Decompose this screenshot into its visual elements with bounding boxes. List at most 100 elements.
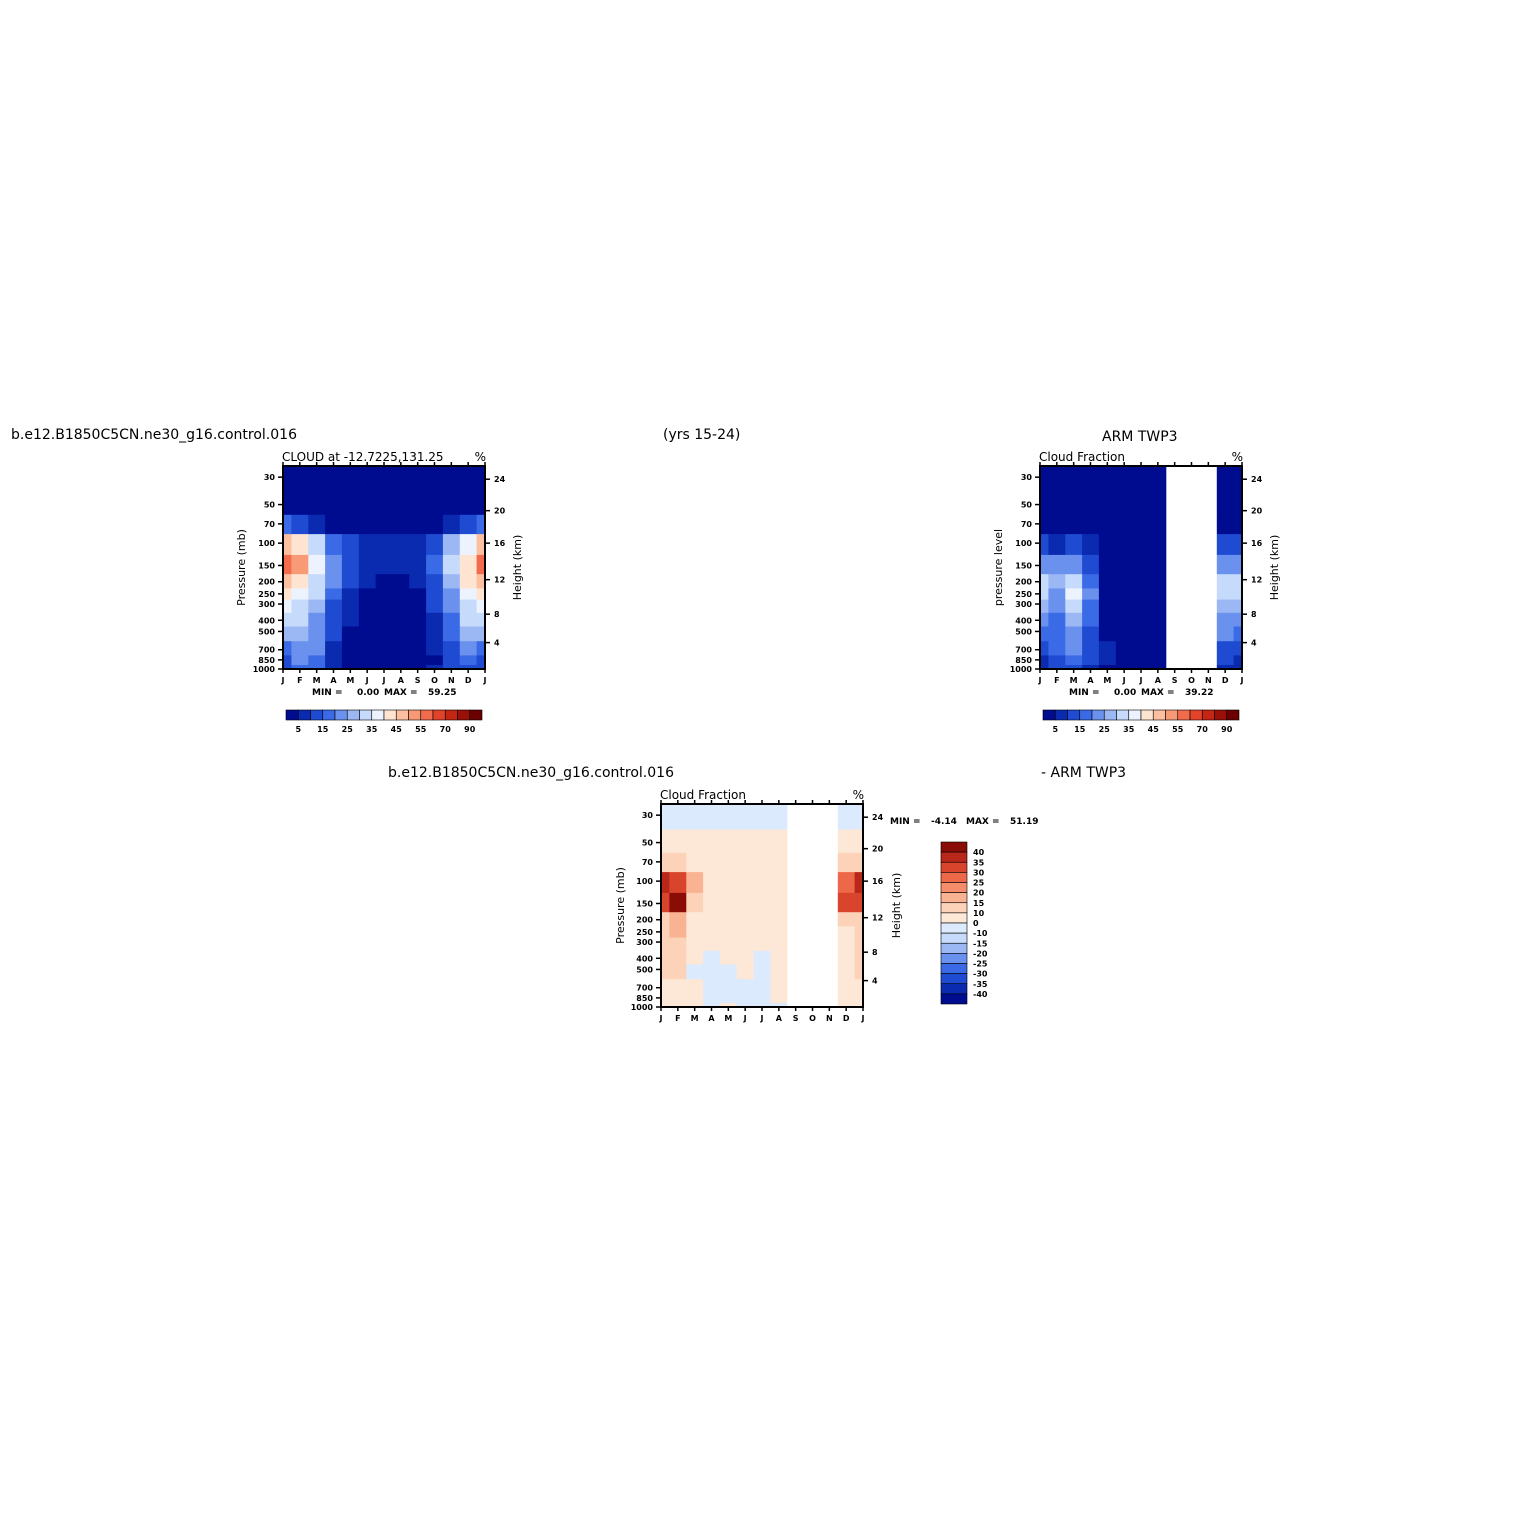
heatmap-cell bbox=[308, 599, 326, 613]
heatmap-cell bbox=[291, 587, 309, 600]
max-label: MAX = bbox=[1141, 688, 1175, 698]
heatmap-cells bbox=[283, 466, 486, 670]
heatmap-cell bbox=[426, 612, 444, 627]
heatmap-cell bbox=[703, 992, 721, 1003]
heatmap-cell bbox=[459, 625, 478, 642]
heatmap-cell bbox=[291, 654, 309, 665]
heatmap-cell bbox=[736, 1002, 755, 1008]
colorbar-label: -30 bbox=[973, 970, 988, 979]
heatmap-cell bbox=[476, 625, 486, 642]
colorbar-label: 55 bbox=[415, 725, 427, 734]
heatmap-cell bbox=[770, 828, 788, 853]
heatmap-cell bbox=[770, 992, 788, 1003]
heatmap-cell bbox=[409, 490, 427, 515]
colorbar-label: 10 bbox=[973, 909, 985, 918]
heatmap-cell bbox=[753, 871, 771, 893]
heatmap-cell bbox=[291, 466, 309, 492]
heatmap-cell bbox=[1048, 625, 1066, 642]
heatmap-cell bbox=[442, 599, 461, 613]
heatmap-cell bbox=[291, 514, 309, 535]
colorbar-swatch bbox=[1152, 709, 1166, 721]
x-tick-label: A bbox=[776, 1014, 783, 1023]
heatmap-cell bbox=[459, 490, 478, 515]
heatmap-cell bbox=[1098, 599, 1117, 613]
heatmap-cell bbox=[392, 612, 410, 627]
heatmap-cell bbox=[1065, 654, 1083, 665]
heatmap-cell bbox=[753, 852, 771, 873]
heatmap-cell bbox=[1115, 625, 1134, 642]
heatmap-cell bbox=[1040, 599, 1049, 613]
heatmap-cell bbox=[837, 978, 856, 994]
heatmap-cell bbox=[308, 640, 326, 656]
colorbar-swatch bbox=[1103, 709, 1117, 721]
x-tick-label: N bbox=[1205, 676, 1212, 685]
heatmap-cell bbox=[837, 892, 856, 913]
heatmap-cell bbox=[1040, 573, 1049, 589]
heatmap-cell bbox=[442, 625, 461, 642]
heatmap-cell bbox=[1149, 664, 1167, 670]
y2-axis-label: Height (km) bbox=[890, 873, 903, 939]
y2-axis-label: Height (km) bbox=[1268, 535, 1281, 601]
heatmap-cell bbox=[854, 925, 864, 938]
colorbar-swatch bbox=[940, 922, 968, 934]
x-tick-label: J bbox=[382, 676, 386, 685]
heatmap-cell bbox=[719, 852, 738, 873]
heatmap-cell bbox=[392, 466, 410, 492]
heatmap-cell bbox=[375, 654, 393, 665]
x-tick-label: J bbox=[861, 1014, 865, 1023]
heatmap-cell bbox=[719, 950, 738, 965]
heatmap-cell bbox=[341, 587, 360, 600]
heatmap-cell bbox=[1040, 554, 1049, 575]
x-tick-label: O bbox=[809, 1014, 816, 1023]
heatmap-cell bbox=[1132, 640, 1150, 656]
heatmap-cell bbox=[341, 533, 360, 555]
x-tick-label: M bbox=[346, 676, 354, 685]
colorbar-swatch bbox=[940, 851, 968, 863]
y-tick-label: 1000 bbox=[631, 1003, 654, 1012]
heatmap-cell bbox=[426, 466, 444, 492]
heatmap-cell bbox=[358, 466, 377, 492]
colorbar-swatch bbox=[940, 912, 968, 924]
missing-data-band bbox=[1174, 466, 1209, 669]
heatmap-cell bbox=[753, 892, 771, 913]
heatmap-cell bbox=[325, 466, 343, 492]
heatmap-cell bbox=[375, 587, 393, 600]
heatmap-cell bbox=[358, 640, 377, 656]
heatmap-cell bbox=[854, 871, 864, 893]
heatmap-cell bbox=[1040, 612, 1049, 627]
heatmap-cell bbox=[703, 852, 721, 873]
heatmap-cell bbox=[1233, 466, 1243, 492]
y-axis-label: Pressure (mb) bbox=[235, 529, 248, 606]
colorbar-swatch bbox=[444, 709, 458, 721]
y2-tick-label: 4 bbox=[494, 639, 500, 648]
colorbar-label: 5 bbox=[295, 725, 301, 734]
y-axis-label: pressure level bbox=[992, 529, 1005, 606]
heatmap-cell bbox=[1115, 573, 1134, 589]
heatmap-cell bbox=[459, 573, 478, 589]
colorbar-label: 70 bbox=[440, 725, 452, 734]
heatmap-cell bbox=[291, 640, 309, 656]
heatmap-cell bbox=[476, 664, 486, 670]
heatmap-cell bbox=[426, 664, 444, 670]
heatmap-cell bbox=[1216, 573, 1235, 589]
y-tick-label: 70 bbox=[642, 858, 654, 867]
heatmap-cell bbox=[686, 871, 704, 893]
heatmap-cell bbox=[736, 925, 755, 938]
y-tick-label: 400 bbox=[258, 616, 275, 625]
x-tick-label: F bbox=[675, 1014, 680, 1023]
min-label: MIN = bbox=[1069, 688, 1100, 698]
heatmap-cell bbox=[1216, 554, 1235, 575]
heatmap-cell bbox=[686, 852, 704, 873]
heatmap-cell bbox=[770, 871, 788, 893]
heatmap-cell bbox=[703, 925, 721, 938]
heatmap-cell bbox=[669, 992, 687, 1003]
heatmap-cell bbox=[1233, 587, 1243, 600]
heatmap-cell bbox=[341, 466, 360, 492]
heatmap-cell bbox=[854, 804, 864, 830]
colorbar-swatch bbox=[940, 932, 968, 944]
heatmap-cell bbox=[719, 911, 738, 927]
heatmap-cell bbox=[1233, 654, 1243, 665]
heatmap-cell bbox=[341, 640, 360, 656]
heatmap-cell bbox=[820, 992, 839, 1003]
heatmap-cell bbox=[1149, 612, 1167, 627]
